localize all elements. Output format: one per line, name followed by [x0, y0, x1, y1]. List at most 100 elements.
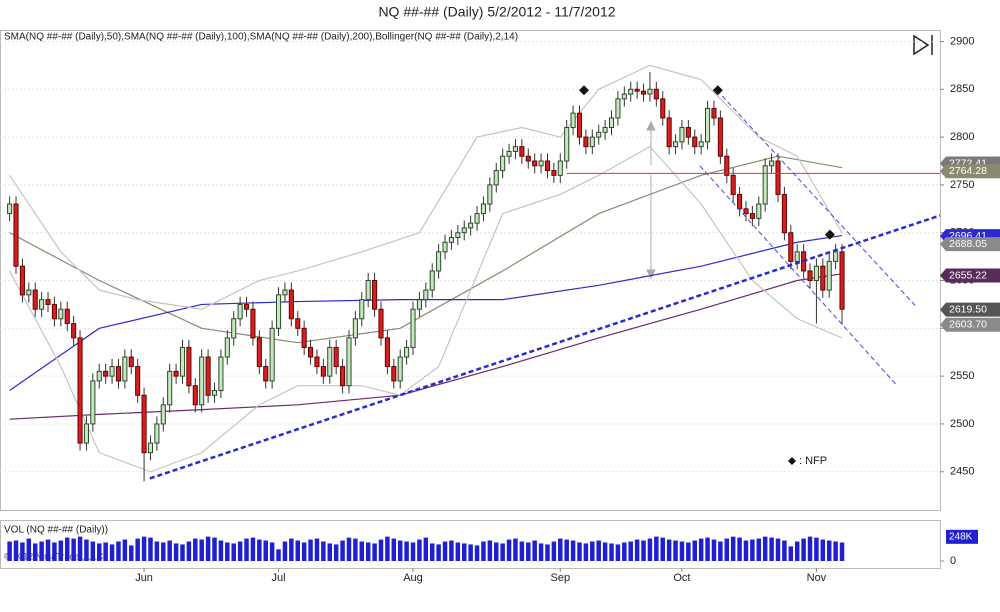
candle-body: [653, 88, 659, 100]
volume-bar: [225, 542, 230, 561]
volume-bar: [583, 543, 589, 561]
volume-bar: [826, 540, 832, 561]
volume-bar: [71, 538, 76, 561]
candle-body: [109, 366, 115, 377]
candle-body: [346, 337, 352, 387]
volume-bar: [20, 542, 25, 561]
volume-bar: [237, 541, 243, 561]
volume-bar: [500, 543, 505, 561]
volume-bar: [269, 542, 275, 561]
candle-body: [224, 337, 230, 358]
candle-body: [743, 208, 749, 215]
volume-bar: [807, 536, 813, 561]
volume-bar: [122, 539, 128, 561]
volume-bar: [301, 542, 307, 561]
volume-bar: [750, 539, 755, 561]
candle-body: [839, 251, 845, 310]
y-tick-label: 2450: [950, 466, 974, 478]
indicator-line: [9, 234, 843, 391]
volume-bar: [103, 542, 108, 561]
candle-body: [666, 117, 672, 148]
volume-bar: [193, 538, 198, 561]
candle-body: [468, 222, 474, 229]
candle-body: [192, 385, 198, 406]
volume-bar: [346, 537, 352, 561]
candle-body: [256, 337, 262, 368]
volume-bar: [231, 543, 236, 561]
volume-bar: [558, 538, 563, 561]
volume-bar: [218, 540, 224, 561]
volume-bar: [45, 539, 51, 561]
chart-title: NQ ##-## (Daily) 5/2/2012 - 11/7/2012: [378, 4, 615, 20]
volume-bar: [788, 546, 794, 561]
candle-body: [493, 170, 499, 186]
indicator-line: [9, 155, 843, 344]
candle-body: [442, 241, 448, 253]
price-label-box: [940, 164, 1000, 179]
volume-bar: [64, 537, 70, 561]
candle-body: [211, 389, 218, 396]
y-tick-label: 2850: [950, 83, 974, 95]
volume-bar: [538, 543, 544, 561]
volume-bar: [698, 538, 704, 561]
candle-body: [237, 303, 243, 320]
candle-body: [218, 356, 224, 391]
candle-body: [314, 356, 320, 368]
x-tick-label: Nov: [807, 572, 827, 584]
candle-body: [352, 318, 358, 339]
volume-bar: [686, 542, 691, 561]
volume-bar: [7, 541, 12, 561]
volume-bar: [359, 541, 365, 561]
volume-bar: [429, 543, 435, 561]
candle-body: [179, 346, 186, 377]
candle-body: [128, 356, 134, 368]
volume-bar: [615, 544, 621, 561]
candle-body: [410, 308, 416, 348]
volume-bar: [506, 539, 512, 561]
candle-body: [794, 251, 800, 262]
volume-bar: [282, 541, 288, 561]
volume-bar: [417, 539, 422, 561]
volume-bar: [378, 539, 384, 561]
candle-body: [647, 88, 653, 95]
candle-body: [506, 150, 512, 157]
arrow-icon[interactable]: [913, 34, 933, 56]
volume-title: VOL (NQ ##-## (Daily)): [4, 525, 108, 536]
nfp-legend: : NFP: [799, 455, 827, 467]
x-tick-label: Sep: [550, 572, 570, 584]
volume-bar: [628, 541, 633, 561]
candle-body: [115, 366, 122, 382]
candle-body: [557, 160, 563, 176]
candle-body: [820, 265, 826, 291]
candle-body: [564, 127, 570, 162]
candle-body: [19, 265, 25, 296]
candle-body: [628, 88, 634, 95]
volume-bar: [327, 543, 333, 561]
candle-body: [525, 155, 531, 162]
nfp-marker: [712, 85, 723, 96]
volume-bar: [58, 540, 64, 561]
candle-body: [391, 366, 397, 382]
candle-body: [340, 366, 346, 387]
indicator-line: [9, 273, 843, 420]
volume-bar: [820, 539, 826, 561]
volume-bar: [32, 543, 38, 561]
candle-body: [532, 160, 538, 167]
volume-bar: [404, 541, 409, 561]
nfp-legend-marker: [788, 457, 796, 465]
volume-bar: [673, 540, 678, 561]
candle-body: [500, 155, 506, 172]
candle-body: [724, 155, 730, 176]
volume-bar: [39, 541, 44, 561]
volume-bar: [167, 540, 172, 561]
volume-bar: [641, 540, 646, 561]
indicator-line: [9, 145, 843, 473]
candle-body: [160, 404, 166, 425]
volume-bar: [596, 540, 601, 561]
volume-bar: [794, 541, 800, 561]
candle-body: [480, 203, 486, 215]
volume-bar: [250, 537, 256, 561]
volume-bar: [84, 539, 89, 561]
candle-body: [308, 346, 314, 358]
